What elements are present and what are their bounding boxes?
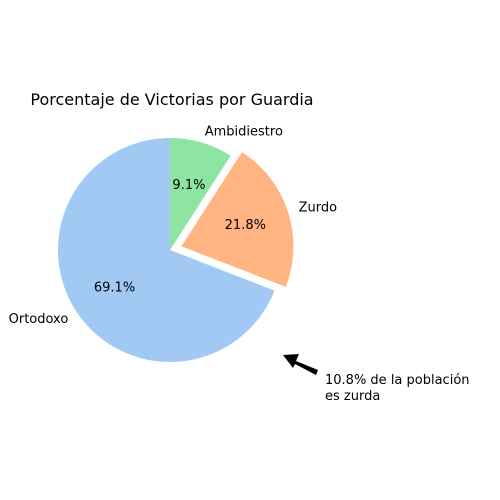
slice-label-ortodoxo: Ortodoxo <box>9 312 69 327</box>
pct-label-ambidiestro: 9.1% <box>172 178 205 193</box>
annotation: 10.8% de la población es zurda <box>283 354 470 404</box>
pie-labels: 69.1% Ortodoxo 21.8% Zurdo 9.1% Ambidiestro <box>9 124 337 327</box>
slice-label-zurdo: Zurdo <box>299 201 338 216</box>
annotation-arrow <box>283 354 318 375</box>
pct-label-zurdo: 21.8% <box>225 218 266 233</box>
pie-slice-ortodoxo <box>57 138 275 363</box>
annotation-line-2: es zurda <box>325 389 380 404</box>
chart-title: Porcentaje de Victorias por Guardia <box>30 90 313 109</box>
pct-label-ortodoxo: 69.1% <box>94 280 135 295</box>
pie-slice-zurdo <box>181 152 294 287</box>
annotation-line-1: 10.8% de la población <box>325 373 470 388</box>
pie-slice-ambidiestro <box>170 138 231 250</box>
slice-label-ambidiestro: Ambidiestro <box>205 124 283 139</box>
pie-slices <box>57 138 294 363</box>
